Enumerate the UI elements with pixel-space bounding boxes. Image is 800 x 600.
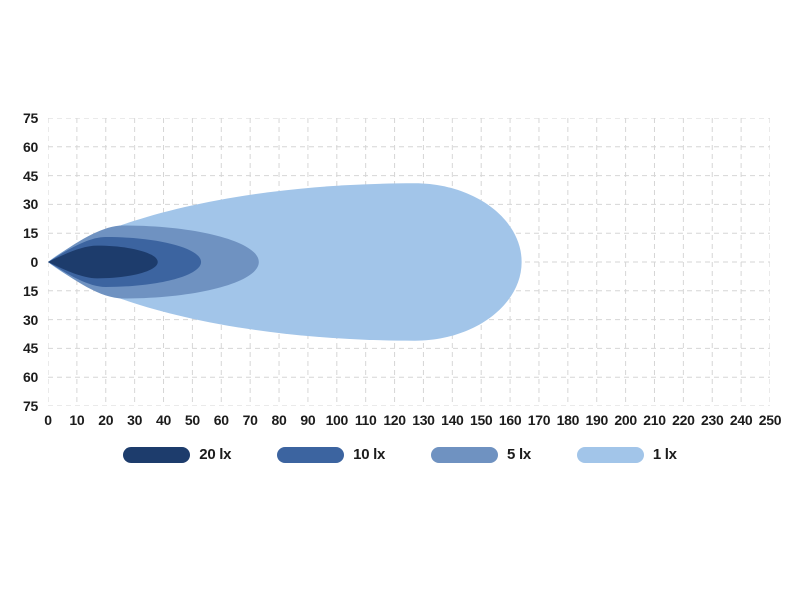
x-tick-label: 190 (585, 412, 608, 428)
x-tick-label: 230 (701, 412, 724, 428)
x-tick-label: 0 (44, 412, 52, 428)
legend-item-5lx: 5 lx (431, 446, 531, 463)
legend-label: 5 lx (507, 446, 531, 463)
y-tick-label: 0 (30, 254, 39, 270)
legend-swatch-1lx (576, 446, 644, 463)
x-tick-label: 160 (498, 412, 522, 428)
x-tick-label: 100 (325, 412, 349, 428)
x-tick-label: 40 (156, 412, 172, 428)
x-tick-label: 210 (643, 412, 666, 428)
lux-contours (48, 183, 522, 341)
legend-item-20lx: 20 lx (123, 446, 231, 463)
y-tick-label: 15 (23, 225, 38, 242)
y-tick-label: 30 (23, 196, 38, 213)
legend-label: 1 lx (652, 446, 677, 463)
x-tick-label: 80 (271, 412, 287, 428)
legend-item-1lx: 1 lx (576, 446, 677, 463)
x-tick-label: 30 (127, 412, 143, 428)
y-tick-label: 60 (23, 138, 38, 155)
x-tick-label: 220 (672, 412, 695, 428)
x-tick-label: 20 (98, 412, 114, 428)
y-tick-label: 60 (23, 369, 38, 386)
y-tick-label: 45 (23, 167, 38, 184)
legend-label: 20 lx (199, 446, 232, 463)
beam-plot-svg (48, 118, 770, 406)
legend-swatch-5lx (431, 446, 499, 463)
plot-area (48, 118, 770, 406)
x-tick-label: 120 (383, 412, 406, 428)
y-tick-label: 15 (23, 282, 38, 299)
legend-swatch-10lx (277, 446, 345, 463)
x-tick-label: 240 (729, 412, 753, 428)
y-tick-label: 75 (23, 398, 38, 414)
x-tick-label: 130 (412, 412, 435, 428)
x-tick-label: 170 (527, 412, 551, 428)
legend-swatch-20lx (123, 446, 191, 463)
x-tick-label: 200 (614, 412, 637, 428)
legend-label: 10 lx (353, 446, 386, 463)
x-tick-label: 110 (354, 412, 377, 428)
x-tick-label: 50 (184, 412, 200, 428)
x-tick-label: 90 (300, 412, 316, 428)
contour-1lx (48, 183, 522, 341)
x-tick-label: 150 (469, 412, 493, 428)
legend: 20 lx 10 lx 5 lx 1 lx (0, 446, 800, 463)
contour-20lx (48, 245, 158, 279)
y-tick-label: 45 (23, 340, 38, 357)
legend-item-10lx: 10 lx (277, 446, 385, 463)
x-tick-label: 250 (758, 412, 782, 428)
x-tick-label: 60 (213, 412, 229, 428)
x-tick-label: 70 (242, 412, 258, 428)
y-tick-label: 75 (23, 110, 38, 126)
x-tick-label: 140 (441, 412, 464, 428)
y-tick-label: 30 (23, 311, 38, 328)
x-tick-label: 180 (556, 412, 580, 428)
x-tick-label: 10 (69, 412, 85, 428)
